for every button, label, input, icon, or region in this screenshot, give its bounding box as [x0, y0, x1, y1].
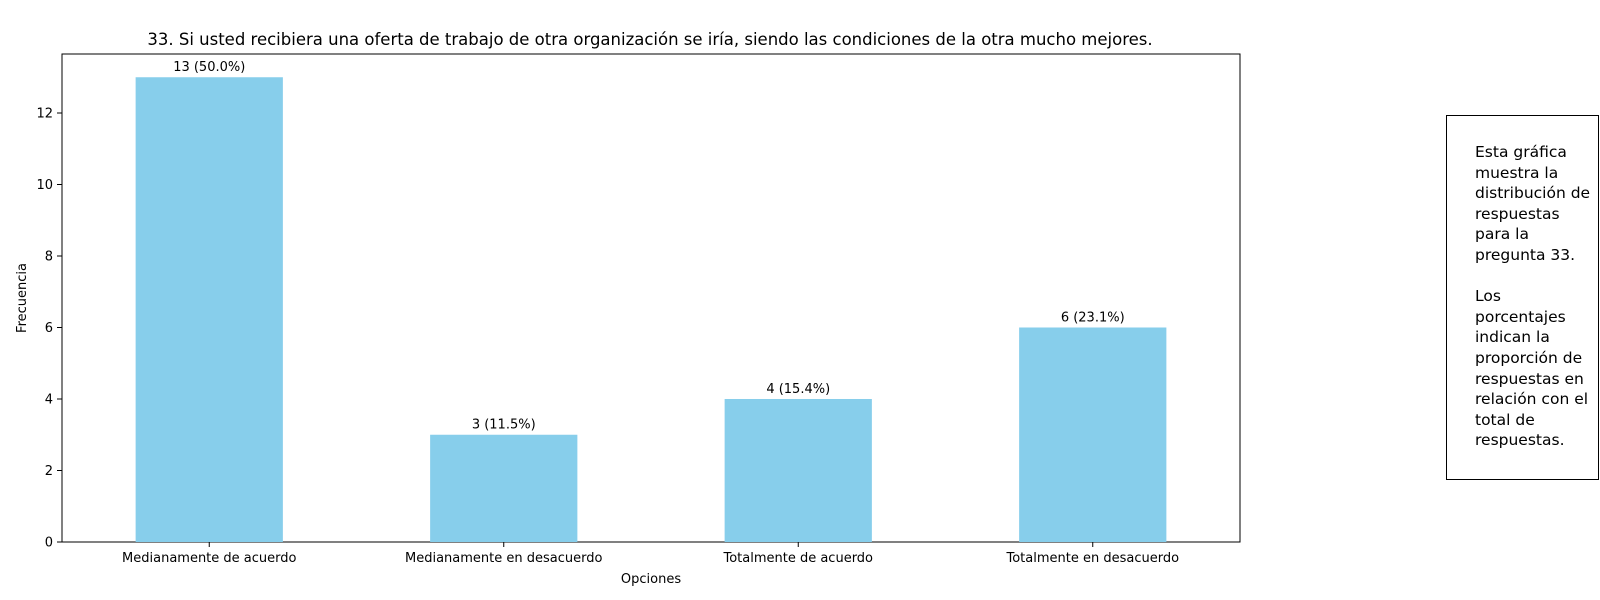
y-tick-label: 2	[45, 464, 53, 479]
y-axis-label: Frecuencia	[15, 263, 30, 333]
y-tick-label: 8	[45, 249, 53, 264]
y-tick-label: 10	[36, 178, 53, 193]
bar-value-label: 13 (50.0%)	[173, 60, 245, 75]
x-tick-label: Medianamente de acuerdo	[122, 551, 296, 566]
y-tick-label: 12	[36, 106, 53, 121]
plot-area	[61, 53, 1241, 543]
x-tick-label: Totalmente de acuerdo	[722, 551, 873, 566]
bar	[1019, 327, 1167, 542]
bar-value-label: 3 (11.5%)	[472, 418, 536, 433]
y-tick-label: 6	[45, 321, 53, 336]
chart-title: 33. Si usted recibiera una oferta de tra…	[147, 30, 1152, 49]
x-tick-label: Medianamente en desacuerdo	[405, 551, 602, 566]
y-tick-label: 4	[45, 392, 53, 407]
bar	[724, 398, 872, 542]
chart-note-text: Esta gráfica muestra la distribución de …	[1475, 143, 1591, 450]
x-axis-label: Opciones	[621, 572, 681, 587]
bar-value-label: 6 (23.1%)	[1061, 310, 1125, 325]
x-tick-label: Totalmente en desacuerdo	[1005, 551, 1179, 566]
y-tick-label: 0	[45, 536, 53, 551]
bar	[135, 77, 283, 542]
bar-value-label: 4 (15.4%)	[766, 382, 830, 397]
bar	[430, 434, 578, 542]
chart-note-box: Esta gráfica muestra la distribución de …	[1446, 115, 1599, 480]
